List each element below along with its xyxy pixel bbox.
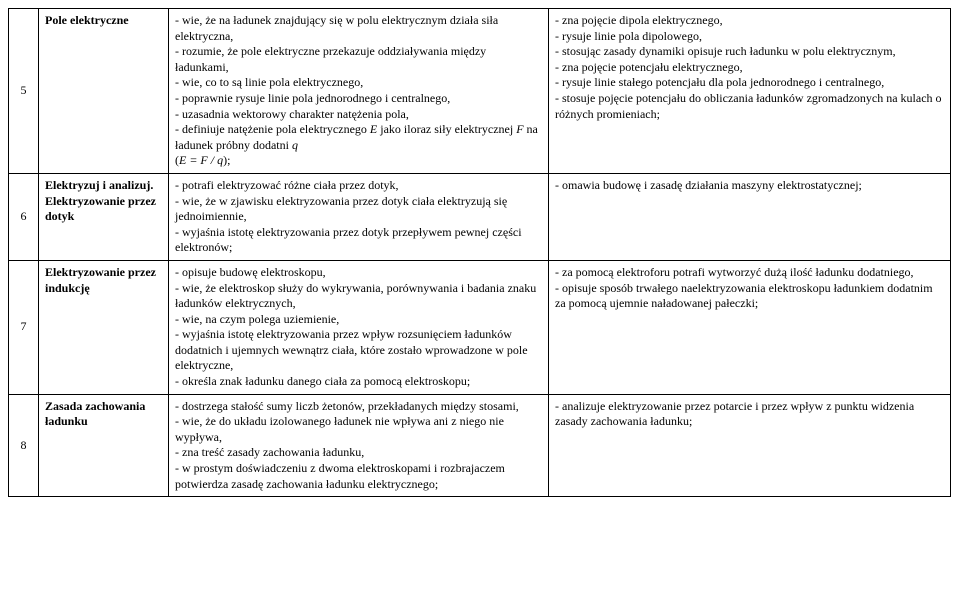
row-number: 5 xyxy=(9,9,39,174)
topic-title: Elektryzowanie przez indukcję xyxy=(45,265,156,295)
basic-cell: - wie, że na ładunek znajdujący się w po… xyxy=(169,9,549,174)
table-row: 8 Zasada zachowania ładunku - dostrzega … xyxy=(9,394,951,497)
ext-text: - omawia budowę i zasadę działania maszy… xyxy=(555,178,862,192)
topic-title: Zasada zachowania ładunku xyxy=(45,399,145,429)
topic-cell: Elektryzowanie przez indukcję xyxy=(39,260,169,394)
basic-cell: - dostrzega stałość sumy liczb żetonów, … xyxy=(169,394,549,497)
ext-text: - za pomocą elektroforu potrafi wytworzy… xyxy=(555,265,933,310)
table-row: 6 Elektryzuj i analizuj.Elektryzowanie p… xyxy=(9,173,951,260)
ext-text: - analizuje elektryzowanie przez potarci… xyxy=(555,399,914,429)
basic-cell: - opisuje budowę elektroskopu,- wie, że … xyxy=(169,260,549,394)
row-number: 7 xyxy=(9,260,39,394)
topic-cell: Elektryzuj i analizuj.Elektryzowanie prz… xyxy=(39,173,169,260)
table-row: 7 Elektryzowanie przez indukcję - opisuj… xyxy=(9,260,951,394)
ext-text: - zna pojęcie dipola elektrycznego,- rys… xyxy=(555,13,942,121)
ext-cell: - omawia budowę i zasadę działania maszy… xyxy=(549,173,951,260)
table-row: 5 Pole elektryczne - wie, że na ładunek … xyxy=(9,9,951,174)
topic-title: Elektryzuj i analizuj.Elektryzowanie prz… xyxy=(45,178,156,223)
basic-text: - wie, że na ładunek znajdujący się w po… xyxy=(175,13,538,167)
basic-text: - opisuje budowę elektroskopu,- wie, że … xyxy=(175,265,536,388)
topic-title: Pole elektryczne xyxy=(45,13,129,27)
curriculum-table: 5 Pole elektryczne - wie, że na ładunek … xyxy=(8,8,951,497)
ext-cell: - za pomocą elektroforu potrafi wytworzy… xyxy=(549,260,951,394)
topic-cell: Zasada zachowania ładunku xyxy=(39,394,169,497)
row-number: 6 xyxy=(9,173,39,260)
basic-cell: - potrafi elektryzować różne ciała przez… xyxy=(169,173,549,260)
ext-cell: - analizuje elektryzowanie przez potarci… xyxy=(549,394,951,497)
ext-cell: - zna pojęcie dipola elektrycznego,- rys… xyxy=(549,9,951,174)
basic-text: - dostrzega stałość sumy liczb żetonów, … xyxy=(175,399,519,491)
topic-cell: Pole elektryczne xyxy=(39,9,169,174)
basic-text: - potrafi elektryzować różne ciała przez… xyxy=(175,178,522,254)
row-number: 8 xyxy=(9,394,39,497)
